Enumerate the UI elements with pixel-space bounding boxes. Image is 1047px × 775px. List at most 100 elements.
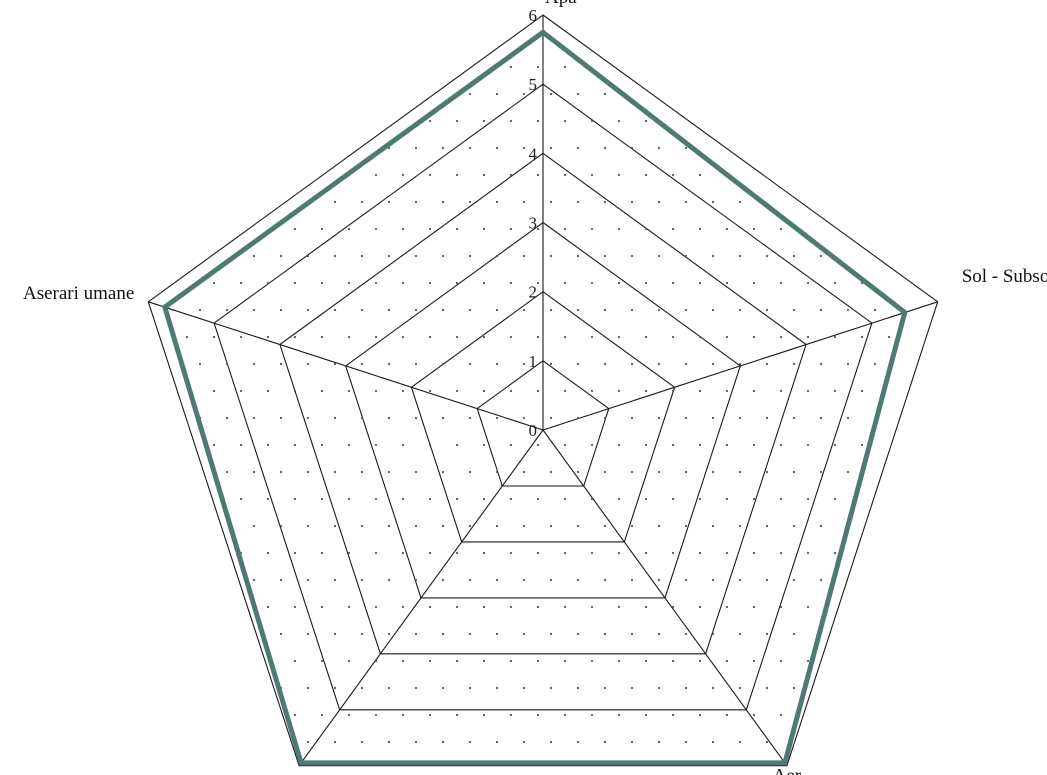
fill-dot-42 xyxy=(644,173,648,177)
fill-dot-364 xyxy=(536,551,540,555)
fill-dot-120 xyxy=(671,281,675,285)
fill-dot-155 xyxy=(185,335,189,339)
fill-dot-359 xyxy=(401,551,405,555)
fill-dot-370 xyxy=(698,551,702,555)
axis-spoke-2 xyxy=(542,429,788,767)
fill-dot-457 xyxy=(779,659,783,663)
fill-dot-420 xyxy=(306,632,310,636)
fill-dot-111 xyxy=(428,281,432,285)
fill-dot-223 xyxy=(617,389,621,393)
fill-dot-168 xyxy=(536,335,540,339)
fill-dot-63 xyxy=(320,227,324,231)
fill-dot-333 xyxy=(306,524,310,528)
fill-dot-338 xyxy=(441,524,445,528)
fill-dot-362 xyxy=(482,551,486,555)
fill-dot-166 xyxy=(482,335,486,339)
tick-label-4: 4 xyxy=(529,144,538,163)
fill-dot-61 xyxy=(738,200,742,204)
fill-dot-276 xyxy=(671,443,675,447)
fill-dot-294 xyxy=(495,470,499,474)
fill-dot-222 xyxy=(590,389,594,393)
fill-dot-9 xyxy=(603,92,607,96)
fill-dot-421 xyxy=(333,632,337,636)
fill-dot-5 xyxy=(495,92,499,96)
fill-dot-256 xyxy=(819,416,823,420)
fill-dot-23 xyxy=(495,146,499,150)
fill-dot-393 xyxy=(711,578,715,582)
fill-dot-404 xyxy=(428,605,432,609)
fill-dot-15 xyxy=(563,119,567,123)
fill-dot-322 xyxy=(617,497,621,501)
fill-dot-143 xyxy=(576,308,580,312)
fill-dot-496 xyxy=(752,713,756,717)
fill-dot-414 xyxy=(698,605,702,609)
fill-dot-460 xyxy=(306,686,310,690)
fill-dot-46 xyxy=(333,200,337,204)
fill-dot-455 xyxy=(725,659,729,663)
fill-dot-349 xyxy=(738,524,742,528)
fill-dot-313 xyxy=(374,497,378,501)
fill-dot-280 xyxy=(779,443,783,447)
fill-dot-341 xyxy=(522,524,526,528)
fill-dot-26 xyxy=(576,146,580,150)
fill-dot-198 xyxy=(630,362,634,366)
fill-dot-413 xyxy=(671,605,675,609)
fill-dot-130 xyxy=(225,308,229,312)
series-layer xyxy=(161,29,908,766)
fill-dot-191 xyxy=(441,362,445,366)
fill-dot-348 xyxy=(711,524,715,528)
fill-dot-173 xyxy=(671,335,675,339)
fill-dot-409 xyxy=(563,605,567,609)
fill-dot-363 xyxy=(509,551,513,555)
fill-dot-387 xyxy=(549,578,553,582)
fill-dot-86 xyxy=(387,254,391,258)
fill-dot-103 xyxy=(212,281,216,285)
fill-dot-411 xyxy=(617,605,621,609)
fill-dot-81 xyxy=(252,254,256,258)
fill-dot-58 xyxy=(657,200,661,204)
fill-dot-104 xyxy=(239,281,243,285)
fill-dot-123 xyxy=(752,281,756,285)
fill-dot-154 xyxy=(873,308,877,312)
fill-dot-176 xyxy=(752,335,756,339)
fill-dot-209 xyxy=(239,389,243,393)
fill-dot-316 xyxy=(455,497,459,501)
fill-dot-431 xyxy=(603,632,607,636)
fill-dot-447 xyxy=(509,659,513,663)
fill-dot-44 xyxy=(698,173,702,177)
fill-dot-380 xyxy=(360,578,364,582)
fill-dot-200 xyxy=(684,362,688,366)
fill-dot-203 xyxy=(765,362,769,366)
fill-dot-241 xyxy=(414,416,418,420)
grid-layer xyxy=(147,14,939,767)
fill-dot-149 xyxy=(738,308,742,312)
fill-dot-277 xyxy=(698,443,702,447)
fill-dot-451 xyxy=(617,659,621,663)
fill-dot-435 xyxy=(711,632,715,636)
fill-dot-150 xyxy=(765,308,769,312)
fill-dot-293 xyxy=(468,470,472,474)
fill-dot-106 xyxy=(293,281,297,285)
fill-dot-133 xyxy=(306,308,310,312)
fill-dot-491 xyxy=(617,713,621,717)
fill-dot-266 xyxy=(401,443,405,447)
fill-dot-259 xyxy=(212,443,216,447)
fill-dot-8 xyxy=(576,92,580,96)
fill-dot-407 xyxy=(509,605,513,609)
fill-dot-135 xyxy=(360,308,364,312)
fill-dot-269 xyxy=(482,443,486,447)
grid-ring-6 xyxy=(147,14,939,767)
fill-dot-400 xyxy=(320,605,324,609)
fill-dot-71 xyxy=(536,227,540,231)
fill-dot-492 xyxy=(644,713,648,717)
fill-dot-467 xyxy=(495,686,499,690)
fill-dot-177 xyxy=(779,335,783,339)
fill-dot-141 xyxy=(522,308,526,312)
fill-dot-182 xyxy=(198,362,202,366)
fill-dot-340 xyxy=(495,524,499,528)
fill-dot-299 xyxy=(630,470,634,474)
fill-dot-131 xyxy=(252,308,256,312)
fill-dot-82 xyxy=(279,254,283,258)
